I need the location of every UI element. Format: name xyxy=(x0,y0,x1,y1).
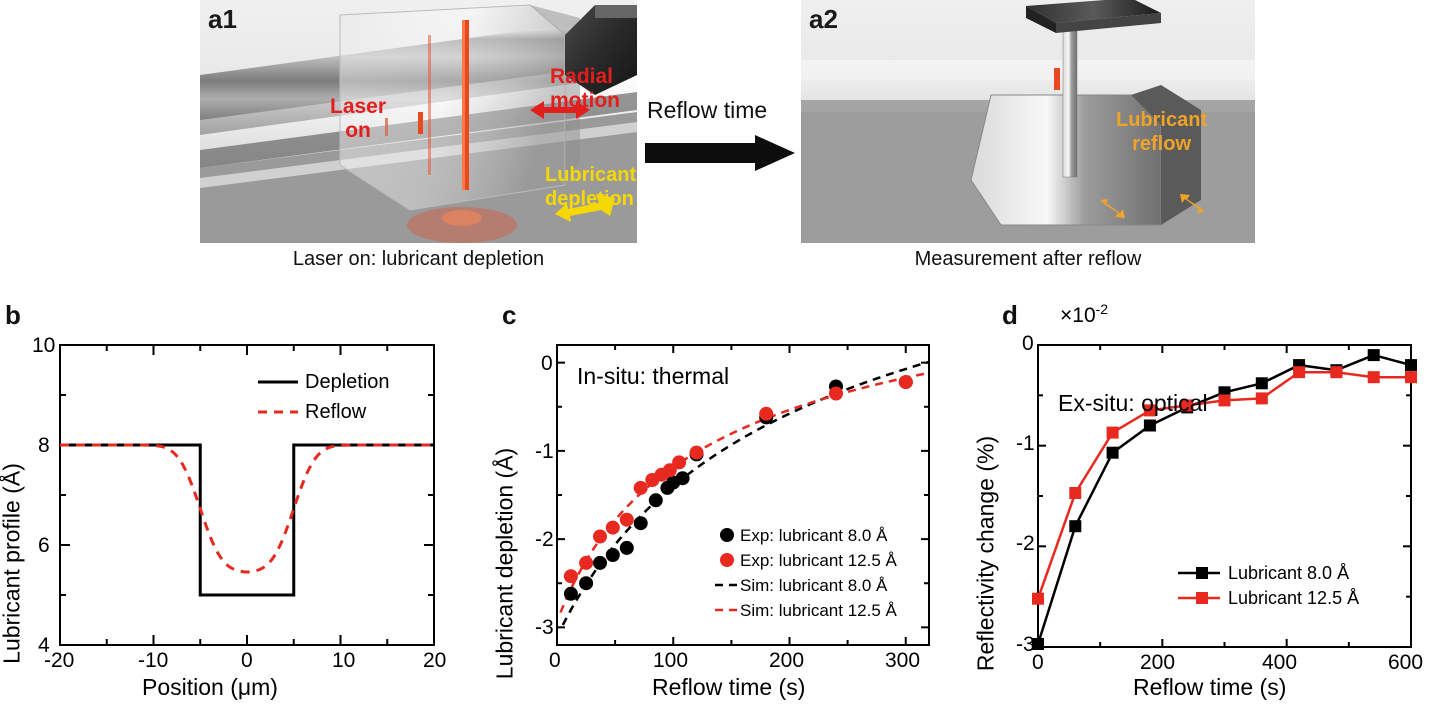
svg-text:Reflow: Reflow xyxy=(305,401,367,423)
svg-text:Sim: lubricant 12.5 Å: Sim: lubricant 12.5 Å xyxy=(740,601,898,620)
svg-text:Depletion: Depletion xyxy=(305,371,390,393)
svg-text:Sim: lubricant 8.0 Å: Sim: lubricant 8.0 Å xyxy=(740,576,888,595)
svg-text:Lubricant 12.5 Å: Lubricant 12.5 Å xyxy=(1228,588,1359,608)
svg-text:Exp: lubricant 12.5 Å: Exp: lubricant 12.5 Å xyxy=(740,551,898,570)
svg-text:Lubricant 8.0 Å: Lubricant 8.0 Å xyxy=(1228,563,1349,583)
svg-text:Exp: lubricant 8.0 Å: Exp: lubricant 8.0 Å xyxy=(740,526,888,545)
